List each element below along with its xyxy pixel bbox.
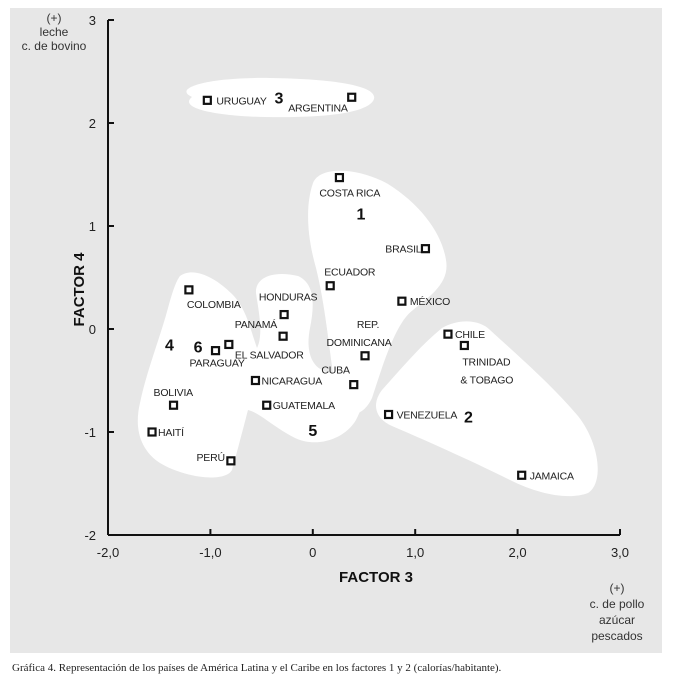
data-point-marker — [420, 244, 431, 254]
x-tick-label: 3,0 — [611, 545, 629, 560]
data-point-marker — [184, 285, 194, 295]
data-point-label: BRASIL — [385, 244, 422, 256]
data-point-label: NICARAGUA — [261, 376, 322, 388]
x-direction-note: c. de pollo — [590, 597, 645, 611]
x-tick-label: 0 — [309, 545, 316, 560]
y-tick-label: 2 — [89, 116, 96, 131]
x-direction-note: (+) — [610, 581, 625, 595]
y-tick-label: -1 — [84, 425, 96, 440]
data-point-marker — [168, 400, 179, 410]
data-point-marker — [224, 339, 234, 350]
data-point-label: CUBA — [321, 365, 350, 377]
data-point-label: & TOBAGO — [460, 374, 513, 386]
data-point-label: MÉXICO — [410, 295, 450, 308]
data-point-marker — [334, 172, 345, 183]
y-tick-label: 1 — [89, 219, 96, 234]
y-tick-label: -2 — [84, 528, 96, 543]
y-direction-note: (+) — [47, 11, 62, 25]
data-point-label: BOLIVIA — [154, 387, 194, 399]
data-point-marker — [279, 309, 289, 320]
cluster-number-label: 3 — [275, 90, 284, 107]
data-point-label: COLOMBIA — [187, 299, 241, 311]
data-point-marker — [443, 329, 453, 339]
data-point-marker — [278, 331, 288, 341]
data-point-label: TRINIDAD — [462, 356, 511, 368]
cluster-3-region — [186, 77, 375, 118]
figure-panel: 3 2 1 0 -1 -2 -2,0 -1,0 0 1,0 2,0 3,0 FACTOR 3 FACTOR… — [10, 8, 662, 653]
x-axis-title: FACTOR 3 — [339, 569, 413, 586]
data-point-label: JAMAICA — [530, 470, 574, 482]
data-point-label: HAITÍ — [158, 426, 184, 439]
data-point-label: REP. — [357, 319, 379, 331]
y-direction-note: c. de bovino — [22, 39, 87, 53]
data-point-label: HONDURAS — [259, 292, 318, 304]
scatter-plot: 3 2 1 0 -1 -2-2,0 -1,0 0 1,0 2,0 3,0 FACTOR 3 FACTOR… — [22, 11, 645, 643]
cluster-number-label: 4 — [165, 337, 174, 354]
data-point-label: URUGUAY — [216, 95, 267, 107]
x-direction-note: azúcar — [599, 613, 635, 627]
y-direction-note: leche — [40, 25, 69, 39]
data-point-label: CHILE — [455, 329, 485, 341]
y-tick-label: 0 — [89, 322, 96, 337]
cluster-number-label: 6 — [194, 340, 203, 357]
data-point-label: EL SALVADOR — [235, 349, 304, 361]
figure-caption: Gráfica 4. Representación de los países … — [12, 662, 502, 674]
y-tick-label: 3 — [89, 13, 96, 28]
data-point-marker — [250, 375, 261, 386]
x-direction-note: pescados — [591, 629, 642, 643]
x-tick-label: -1,0 — [199, 545, 221, 560]
y-axis-title: FACTOR 4 — [71, 252, 88, 327]
cluster-number-label: 2 — [464, 410, 473, 427]
x-tick-label: 1,0 — [406, 545, 424, 560]
data-point-marker — [349, 380, 359, 390]
data-point-marker — [325, 281, 335, 291]
data-point-marker — [360, 351, 370, 361]
data-point-marker — [202, 95, 212, 105]
cluster-2-region — [376, 321, 598, 497]
x-tick-label: -2,0 — [97, 545, 119, 560]
data-point-marker — [517, 470, 527, 480]
data-point-label: GUATEMALA — [273, 400, 335, 412]
data-point-marker — [262, 400, 272, 410]
data-point-label: COSTA RICA — [319, 188, 380, 200]
data-point-label: VENEZUELA — [397, 409, 458, 421]
data-point-marker — [383, 409, 394, 420]
cluster-number-label: 1 — [356, 207, 365, 224]
data-point-label: DOMINICANA — [326, 337, 391, 349]
data-point-marker — [347, 92, 357, 102]
data-point-label: PARAGUAY — [190, 358, 245, 370]
cluster-number-label: 5 — [308, 423, 317, 440]
x-tick-label: 2,0 — [509, 545, 527, 560]
cluster-456-region — [137, 270, 390, 478]
data-point-marker — [226, 456, 236, 466]
data-point-label: ECUADOR — [324, 267, 376, 279]
data-point-marker — [147, 427, 157, 437]
data-point-label: PANAMÁ — [235, 318, 278, 331]
data-point-marker — [459, 340, 469, 351]
data-point-marker — [210, 346, 221, 356]
data-point-marker — [397, 296, 407, 306]
data-point-label: PERÚ — [197, 451, 225, 464]
data-point-label: ARGENTINA — [288, 102, 348, 114]
